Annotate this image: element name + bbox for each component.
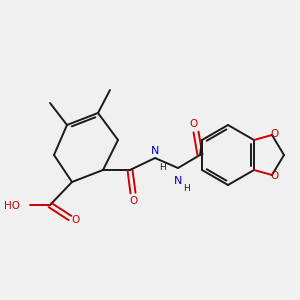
Text: H: H (160, 163, 167, 172)
Text: N: N (174, 176, 182, 186)
Text: N: N (151, 146, 159, 156)
Text: O: O (130, 196, 138, 206)
Text: O: O (271, 171, 279, 181)
Text: O: O (271, 129, 279, 139)
Text: O: O (71, 215, 79, 225)
Text: H: H (184, 184, 190, 193)
Text: O: O (189, 119, 197, 129)
Text: HO: HO (4, 201, 20, 211)
